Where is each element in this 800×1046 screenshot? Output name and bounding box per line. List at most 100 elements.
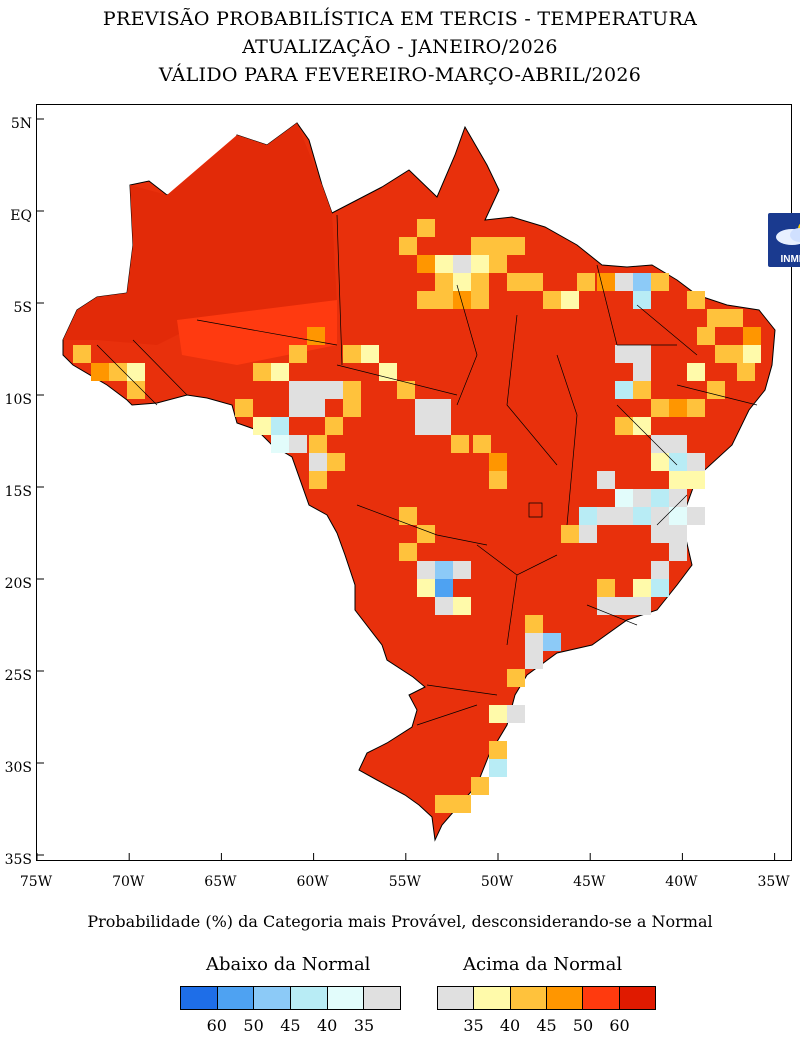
probability-cell xyxy=(597,471,615,489)
probability-cell xyxy=(615,417,633,435)
probability-cell xyxy=(435,255,453,273)
probability-cell xyxy=(489,759,507,777)
longitude-label: 40W xyxy=(665,874,698,890)
legend-above-tick: 40 xyxy=(499,1016,521,1035)
legend-above-tick: 35 xyxy=(463,1016,484,1035)
probability-cell xyxy=(525,273,543,291)
probability-cell xyxy=(669,435,687,453)
probability-cell xyxy=(489,741,507,759)
probability-cell xyxy=(489,453,507,471)
probability-cell xyxy=(651,489,669,507)
latitude-label: 15S xyxy=(4,484,32,500)
probability-cell xyxy=(507,273,525,291)
legend-above-tick: 60 xyxy=(609,1016,630,1035)
probability-cell xyxy=(669,543,687,561)
probability-cell xyxy=(415,399,433,417)
probability-cell xyxy=(507,669,525,687)
probability-cell xyxy=(633,417,651,435)
probability-cell xyxy=(651,579,669,597)
probability-cell xyxy=(707,381,725,399)
brazil-map xyxy=(37,118,776,860)
probability-cell xyxy=(651,453,669,471)
probability-cell xyxy=(433,399,451,417)
probability-cell xyxy=(687,471,705,489)
legend-below-swatch xyxy=(217,987,255,1009)
probability-cell xyxy=(453,291,471,309)
legend-above-swatch xyxy=(510,987,547,1009)
probability-cell xyxy=(633,597,651,615)
probability-cell xyxy=(707,309,725,327)
probability-cell xyxy=(687,453,705,471)
legend-below-title: Abaixo da Normal xyxy=(206,954,371,975)
probability-cell xyxy=(669,525,687,543)
legend-above-swatch xyxy=(546,987,584,1009)
probability-cell xyxy=(417,525,435,543)
probability-cell xyxy=(615,381,633,399)
latitude-label: 30S xyxy=(4,760,32,776)
legend-below-tick: 50 xyxy=(243,1016,264,1035)
probability-cell xyxy=(253,417,271,435)
longitude-label: 50W xyxy=(480,874,514,890)
probability-cell xyxy=(435,579,453,597)
probability-cell xyxy=(597,579,615,597)
probability-cell xyxy=(633,489,651,507)
probability-cell xyxy=(633,381,651,399)
probability-cell xyxy=(743,345,761,363)
probability-cell xyxy=(253,363,271,381)
legend-below-swatch xyxy=(254,987,292,1009)
probability-cell xyxy=(471,777,489,795)
probability-cell xyxy=(687,291,705,309)
probability-cell xyxy=(669,453,687,471)
legend-above-title: Acima da Normal xyxy=(463,954,623,975)
probability-cell xyxy=(471,255,489,273)
probability-cell xyxy=(615,489,633,507)
probability-cell xyxy=(343,345,361,363)
probability-cell xyxy=(471,237,489,255)
probability-cell xyxy=(127,363,145,381)
probability-cell xyxy=(633,345,651,363)
cloud-sun-icon xyxy=(776,223,800,245)
probability-cell xyxy=(687,507,705,525)
longitude-label: 55W xyxy=(388,874,421,890)
probability-cell xyxy=(235,399,253,417)
probability-cell xyxy=(417,579,435,597)
probability-cell xyxy=(433,417,451,435)
legend-above-tick: 50 xyxy=(572,1016,594,1035)
probability-cell xyxy=(271,417,289,435)
probability-cell xyxy=(397,381,415,399)
probability-cell xyxy=(73,345,91,363)
legend-below-colorbar xyxy=(180,986,401,1010)
probability-cell xyxy=(289,345,307,363)
probability-cell xyxy=(489,471,507,489)
latitude-label: EQ xyxy=(10,208,32,224)
probability-cell xyxy=(289,399,307,417)
probability-cell xyxy=(271,363,289,381)
probability-cell xyxy=(651,435,669,453)
latitude-label: 35S xyxy=(4,852,32,868)
probability-cell xyxy=(435,597,453,615)
probability-cell xyxy=(109,363,127,381)
latitude-label: 25S xyxy=(4,668,32,684)
probability-cell xyxy=(615,273,633,291)
probability-cell xyxy=(309,471,327,489)
probability-cell xyxy=(651,399,669,417)
latitude-label: 10S xyxy=(4,392,32,408)
probability-cell xyxy=(597,273,615,291)
probability-cell xyxy=(633,507,651,525)
legend-below-tick: 40 xyxy=(317,1016,338,1035)
probability-cell xyxy=(669,399,687,417)
probability-cell xyxy=(307,381,325,399)
probability-cell xyxy=(435,795,453,813)
probability-cells xyxy=(73,219,761,813)
probability-cell xyxy=(417,561,435,579)
probability-cell xyxy=(325,417,343,435)
legend-below-swatch xyxy=(181,987,218,1009)
probability-cell xyxy=(525,633,543,651)
probability-cell xyxy=(633,291,651,309)
probability-cell xyxy=(435,273,453,291)
legend-below-swatch xyxy=(327,987,365,1009)
probability-cell xyxy=(271,435,289,453)
probability-cell xyxy=(579,507,597,525)
probability-cell xyxy=(471,273,489,291)
probability-cell xyxy=(651,273,669,291)
